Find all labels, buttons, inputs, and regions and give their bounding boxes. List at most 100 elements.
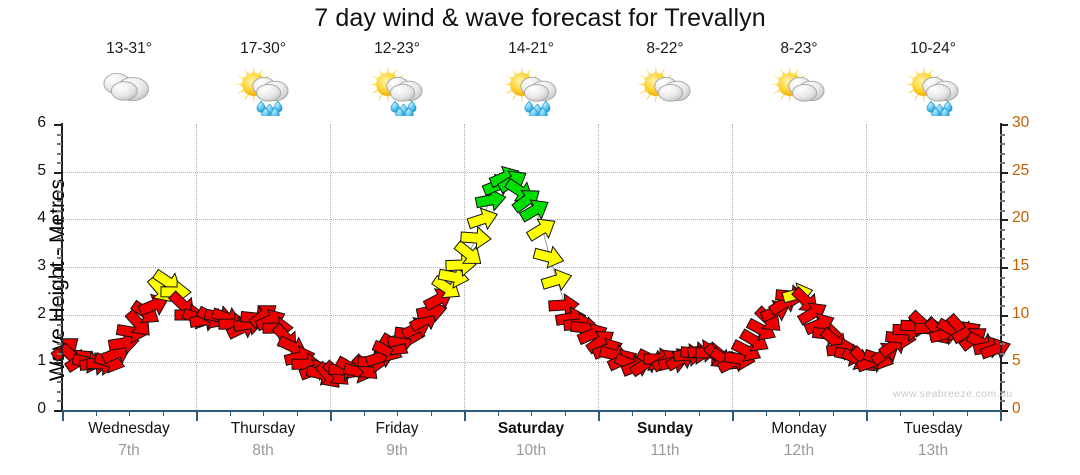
axis-tick bbox=[1000, 410, 1008, 412]
axis-minor-tick bbox=[57, 352, 62, 355]
axis-minor-tick bbox=[57, 181, 62, 184]
day-header-sunday: 8-22° bbox=[598, 40, 732, 124]
x-axis-tick bbox=[497, 410, 499, 416]
axis-minor-tick bbox=[57, 343, 62, 346]
axis-tick-label: 5 bbox=[1012, 352, 1021, 370]
x-axis-tick bbox=[832, 410, 834, 416]
x-axis-tick bbox=[95, 410, 97, 416]
axis-tick bbox=[54, 410, 62, 412]
x-axis-tick bbox=[698, 410, 700, 416]
x-axis-tick bbox=[531, 410, 532, 416]
axis-tick bbox=[54, 219, 62, 222]
day-date-label: 9th bbox=[386, 442, 408, 459]
sun-cloud-rain-icon bbox=[499, 64, 563, 120]
x-axis-tick bbox=[129, 410, 130, 416]
axis-minor-tick bbox=[1000, 276, 1005, 279]
axis-minor-tick bbox=[57, 305, 62, 308]
x-axis-tick bbox=[196, 410, 198, 421]
axis-minor-tick bbox=[57, 209, 62, 212]
day-name-label: Thursday bbox=[230, 420, 296, 437]
day-header-thursday: 17-30° bbox=[196, 40, 330, 124]
left-axis-line bbox=[61, 123, 63, 411]
axis-minor-tick bbox=[1000, 247, 1005, 250]
x-axis-tick bbox=[296, 410, 298, 416]
axis-minor-tick bbox=[1000, 371, 1005, 374]
axis-minor-tick bbox=[57, 190, 62, 193]
horizontal-gridline bbox=[62, 171, 1000, 173]
x-axis-tick bbox=[564, 410, 566, 416]
axis-tick bbox=[1000, 267, 1008, 269]
axis-tick bbox=[1000, 362, 1008, 365]
x-axis-tick bbox=[430, 410, 432, 416]
axis-minor-tick bbox=[57, 152, 62, 155]
axis-minor-tick bbox=[57, 276, 62, 279]
axis-minor-tick bbox=[1000, 143, 1005, 146]
x-axis-tick bbox=[899, 410, 901, 416]
x-axis-tick bbox=[229, 410, 231, 416]
x-axis-tick bbox=[866, 410, 868, 421]
axis-minor-tick bbox=[1000, 381, 1005, 384]
axis-tick-label: 1 bbox=[37, 352, 46, 370]
axis-minor-tick bbox=[1000, 324, 1005, 327]
day-date-label: 7th bbox=[118, 442, 140, 459]
day-header-wednesday: 13-31° bbox=[62, 40, 196, 124]
axis-tick-label: 5 bbox=[37, 161, 46, 179]
axis-tick-label: 0 bbox=[1012, 400, 1021, 417]
axis-minor-tick bbox=[1000, 181, 1005, 184]
axis-minor-tick bbox=[1000, 200, 1005, 203]
temperature-range: 8-23° bbox=[780, 40, 818, 57]
axis-tick-label: 3 bbox=[37, 257, 46, 274]
day-footer-saturday: Saturday 10th bbox=[464, 420, 598, 468]
day-header-saturday: 14-21° bbox=[464, 40, 598, 124]
day-date-label: 10th bbox=[515, 442, 547, 459]
axis-minor-tick bbox=[1000, 257, 1005, 260]
x-axis-tick bbox=[330, 410, 332, 421]
day-header-friday: 12-23° bbox=[330, 40, 464, 124]
axis-minor-tick bbox=[1000, 209, 1005, 212]
axis-minor-tick bbox=[57, 238, 62, 241]
axis-tick-label: 4 bbox=[37, 209, 46, 227]
axis-minor-tick bbox=[57, 143, 62, 146]
day-date-label: 13th bbox=[917, 442, 949, 459]
axis-minor-tick bbox=[1000, 162, 1005, 165]
cloudy-icon bbox=[97, 64, 161, 116]
axis-tick bbox=[1000, 124, 1008, 126]
axis-tick-label: 20 bbox=[1012, 209, 1030, 227]
day-date-label: 11th bbox=[650, 442, 680, 459]
sun-cloud-icon bbox=[767, 64, 831, 116]
x-axis-tick bbox=[598, 410, 600, 421]
axis-minor-tick bbox=[1000, 152, 1005, 155]
sun-cloud-icon bbox=[633, 64, 697, 116]
day-name-label: Friday bbox=[375, 420, 419, 437]
x-axis-tick bbox=[765, 410, 767, 416]
day-date-label: 12th bbox=[783, 442, 815, 459]
plot-area bbox=[50, 124, 1012, 410]
day-name-label: Wednesday bbox=[88, 420, 170, 437]
axis-tick-label: 2 bbox=[37, 304, 46, 322]
axis-minor-tick bbox=[57, 133, 62, 136]
day-footer-tuesday: Tuesday 13th bbox=[866, 420, 1000, 468]
day-date-label: 8th bbox=[252, 442, 274, 459]
day-header-tuesday: 10-24° bbox=[866, 40, 1000, 124]
day-name-label: Sunday bbox=[637, 420, 693, 437]
day-divider-gridline bbox=[196, 124, 197, 410]
axis-minor-tick bbox=[1000, 228, 1005, 231]
temperature-range: 8-22° bbox=[646, 40, 684, 57]
x-axis-tick bbox=[665, 410, 666, 416]
axis-minor-tick bbox=[1000, 343, 1005, 346]
axis-minor-tick bbox=[57, 371, 62, 374]
day-footer-thursday: Thursday 8th bbox=[196, 420, 330, 468]
axis-minor-tick bbox=[1000, 390, 1005, 393]
day-divider-gridline bbox=[598, 124, 599, 410]
x-axis-tick bbox=[732, 410, 734, 421]
x-axis-tick bbox=[631, 410, 633, 416]
axis-minor-tick bbox=[1000, 400, 1005, 403]
axis-tick bbox=[54, 124, 62, 126]
day-header-monday: 8-23° bbox=[732, 40, 866, 124]
axis-minor-tick bbox=[57, 295, 62, 298]
axis-tick bbox=[1000, 171, 1008, 174]
axis-minor-tick bbox=[57, 228, 62, 231]
axis-minor-tick bbox=[57, 257, 62, 260]
page-title: 7 day wind & wave forecast for Trevallyn bbox=[314, 4, 766, 32]
day-footer-monday: Monday 12th bbox=[732, 420, 866, 468]
